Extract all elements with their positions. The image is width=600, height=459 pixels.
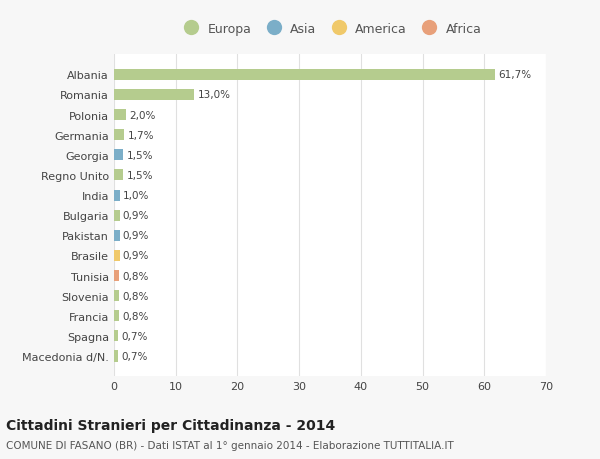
Bar <box>114 250 119 262</box>
Bar <box>114 150 123 161</box>
Text: COMUNE DI FASANO (BR) - Dati ISTAT al 1° gennaio 2014 - Elaborazione TUTTITALIA.: COMUNE DI FASANO (BR) - Dati ISTAT al 1°… <box>6 440 454 450</box>
Bar <box>114 110 127 121</box>
Text: 0,8%: 0,8% <box>122 311 148 321</box>
Bar <box>114 351 118 362</box>
Bar <box>114 70 495 81</box>
Legend: Europa, Asia, America, Africa: Europa, Asia, America, Africa <box>179 23 481 36</box>
Text: 1,7%: 1,7% <box>128 130 154 140</box>
Text: 0,9%: 0,9% <box>122 251 149 261</box>
Text: 1,0%: 1,0% <box>123 190 149 201</box>
Text: 2,0%: 2,0% <box>130 110 156 120</box>
Text: 0,9%: 0,9% <box>122 231 149 241</box>
Text: 0,7%: 0,7% <box>121 351 148 361</box>
Bar <box>114 311 119 322</box>
Text: 1,5%: 1,5% <box>127 171 153 180</box>
Text: 0,8%: 0,8% <box>122 271 148 281</box>
Bar <box>114 90 194 101</box>
Text: 13,0%: 13,0% <box>197 90 230 100</box>
Text: 0,7%: 0,7% <box>121 331 148 341</box>
Text: Cittadini Stranieri per Cittadinanza - 2014: Cittadini Stranieri per Cittadinanza - 2… <box>6 418 335 431</box>
Bar <box>114 230 119 241</box>
Bar <box>114 270 119 281</box>
Text: 61,7%: 61,7% <box>498 70 531 80</box>
Bar <box>114 170 123 181</box>
Text: 1,5%: 1,5% <box>127 151 153 161</box>
Text: 0,8%: 0,8% <box>122 291 148 301</box>
Bar <box>114 330 118 341</box>
Bar <box>114 190 120 201</box>
Bar <box>114 130 124 141</box>
Bar <box>114 291 119 302</box>
Bar <box>114 210 119 221</box>
Text: 0,9%: 0,9% <box>122 211 149 221</box>
